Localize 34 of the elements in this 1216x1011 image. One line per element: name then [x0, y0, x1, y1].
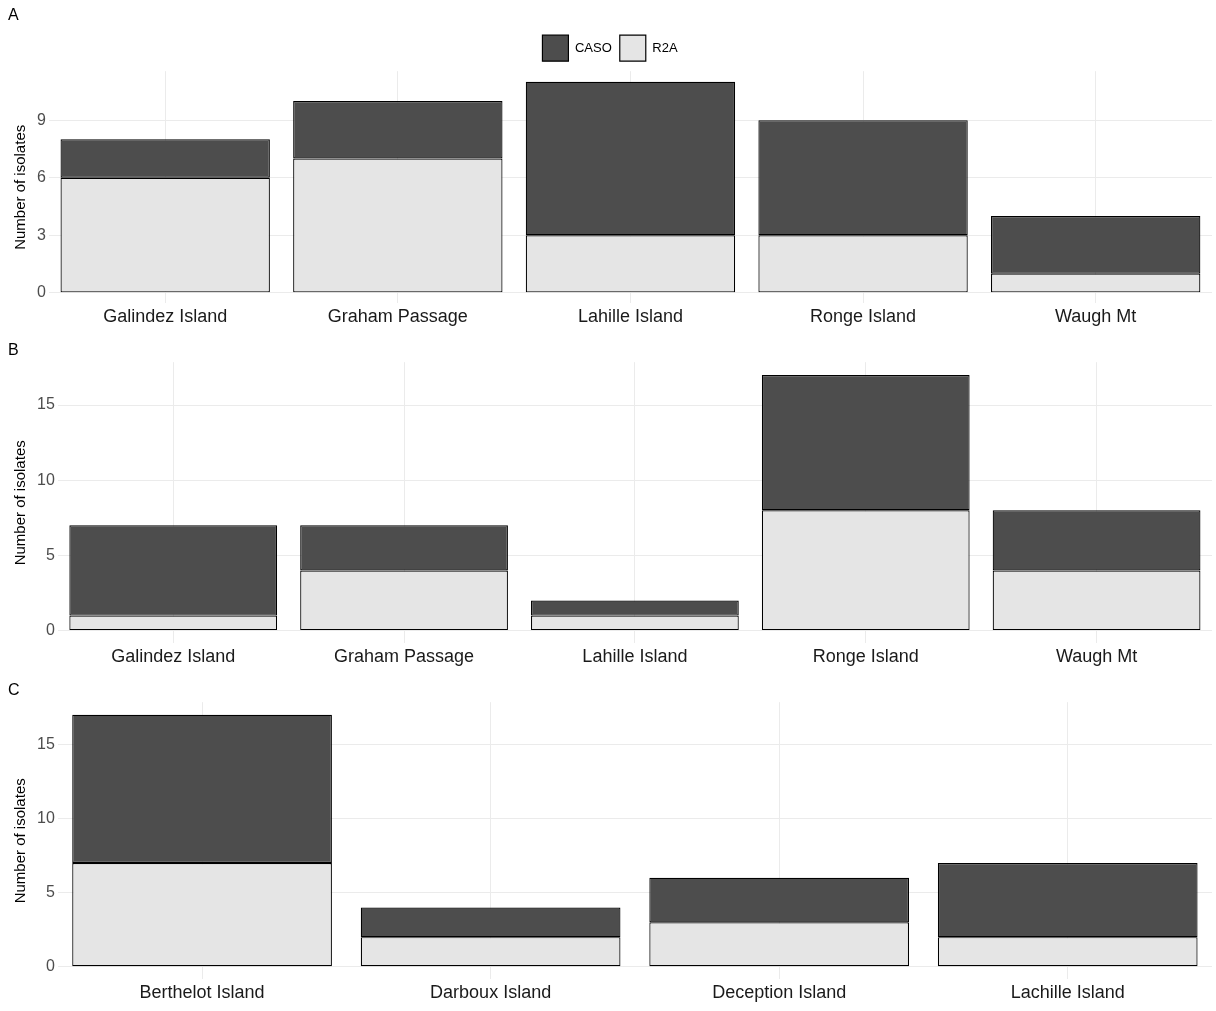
y-tick-label: 5: [45, 545, 55, 563]
chart-title: B: [8, 341, 19, 359]
x-tick-label: Lahille Island: [577, 306, 683, 327]
x-tick-label: Lachille Island: [1010, 982, 1125, 1003]
x-tick-label: Graham Passage: [327, 306, 468, 327]
y-tick-label: 0: [45, 621, 55, 639]
y-tick-label: 3: [36, 225, 46, 243]
y-tick-label: 9: [36, 110, 46, 128]
y-axis-title: Number of isolates: [11, 440, 29, 566]
x-tick-label: Lahille Island: [582, 646, 688, 667]
y-axis-title: Number of isolates: [11, 124, 29, 250]
y-tick-label: 15: [37, 734, 55, 752]
x-tick-label: Waugh Mt: [1055, 646, 1138, 667]
y-tick-label: 5: [45, 883, 55, 901]
x-tick-label: Galindez Island: [103, 306, 228, 327]
x-tick-label: Deception Island: [712, 982, 847, 1003]
y-tick-label: 6: [36, 168, 46, 186]
chart-title: C: [8, 681, 20, 699]
x-tick-label: Galindez Island: [111, 646, 236, 667]
y-tick-label: 0: [36, 283, 46, 301]
y-tick-label: 15: [37, 395, 55, 413]
chart-title: A: [8, 6, 19, 24]
y-tick-label: 10: [37, 470, 55, 488]
y-tick-label: 0: [45, 957, 55, 975]
x-tick-label: Ronge Island: [812, 646, 919, 667]
y-tick-label: 10: [37, 808, 55, 826]
x-tick-label: Graham Passage: [334, 646, 475, 667]
x-tick-label: Darboux Island: [430, 982, 552, 1003]
x-tick-label: Waugh Mt: [1055, 306, 1137, 327]
x-tick-label: Ronge Island: [810, 306, 917, 327]
legend-label: CASO: [574, 39, 612, 55]
y-axis-title: Number of isolates: [11, 778, 29, 904]
legend-label: R2A: [652, 39, 678, 55]
x-tick-label: Berthelot Island: [139, 982, 265, 1003]
